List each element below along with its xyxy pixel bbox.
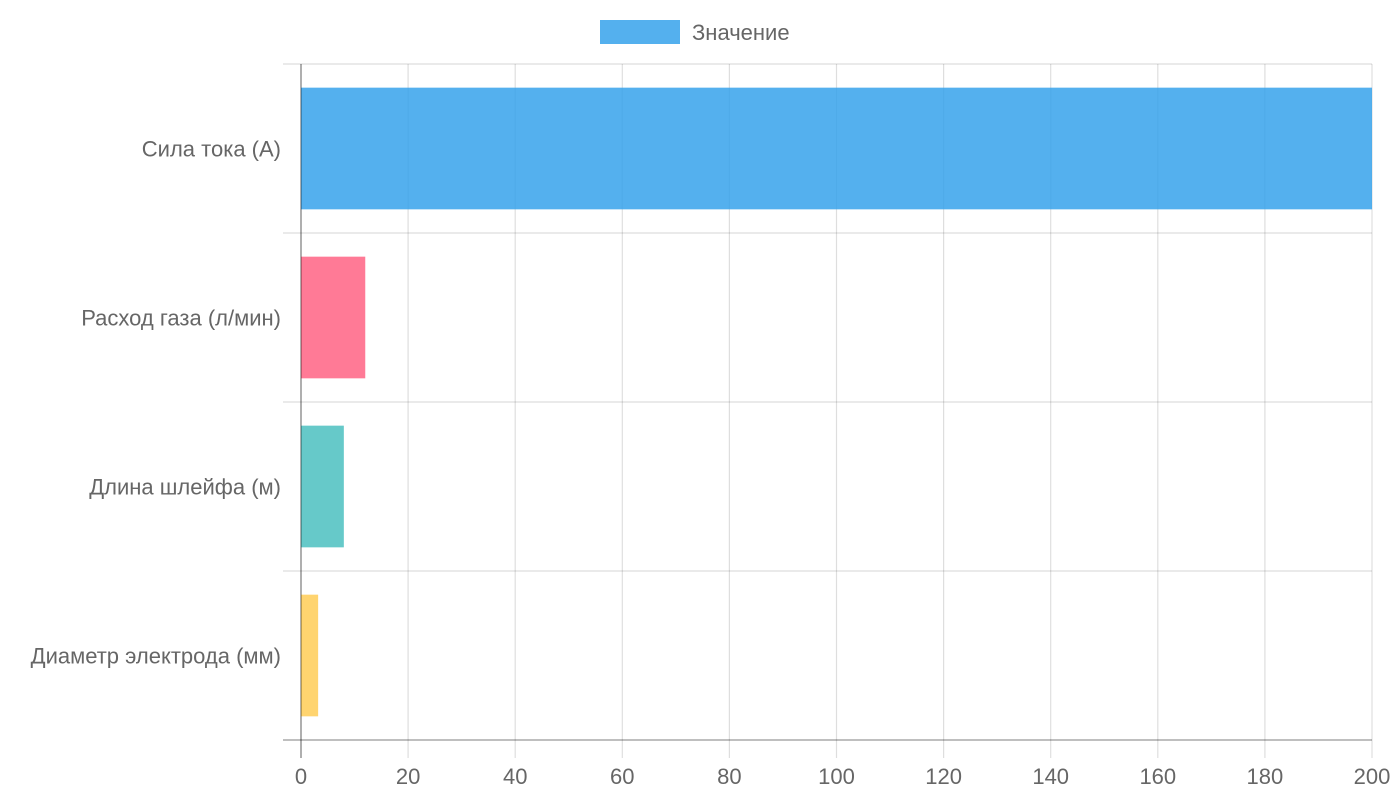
x-tick-label: 80: [717, 764, 741, 789]
x-tick-label: 140: [1032, 764, 1069, 789]
x-tick-label: 120: [925, 764, 962, 789]
x-tick-label: 100: [818, 764, 855, 789]
bar[interactable]: [301, 425, 344, 548]
x-tick-label: 0: [295, 764, 307, 789]
category-label: Длина шлейфа (м): [89, 475, 281, 500]
legend[interactable]: Значение: [600, 20, 790, 45]
x-tick-label: 160: [1139, 764, 1176, 789]
category-labels: Сила тока (А) Расход газа (л/мин) Длина шл…: [31, 137, 281, 669]
bar[interactable]: [301, 256, 366, 379]
bar[interactable]: [301, 594, 319, 717]
x-tick-label: 180: [1247, 764, 1284, 789]
x-tick-label: 200: [1354, 764, 1391, 789]
category-label: Диаметр электрода (мм): [31, 644, 281, 669]
legend-swatch[interactable]: [600, 20, 680, 44]
legend-label[interactable]: Значение: [692, 20, 790, 45]
axes: [283, 64, 1372, 758]
bar[interactable]: [301, 87, 1372, 210]
category-label: Расход газа (л/мин): [81, 306, 281, 331]
x-tick-label: 20: [396, 764, 420, 789]
x-tick-label: 40: [503, 764, 527, 789]
bars: [301, 87, 1372, 717]
tick-labels: 0 20 40 60 80 100 120 140 160 180 200: [295, 764, 1390, 789]
category-label: Сила тока (А): [142, 137, 281, 162]
x-tick-label: 60: [610, 764, 634, 789]
